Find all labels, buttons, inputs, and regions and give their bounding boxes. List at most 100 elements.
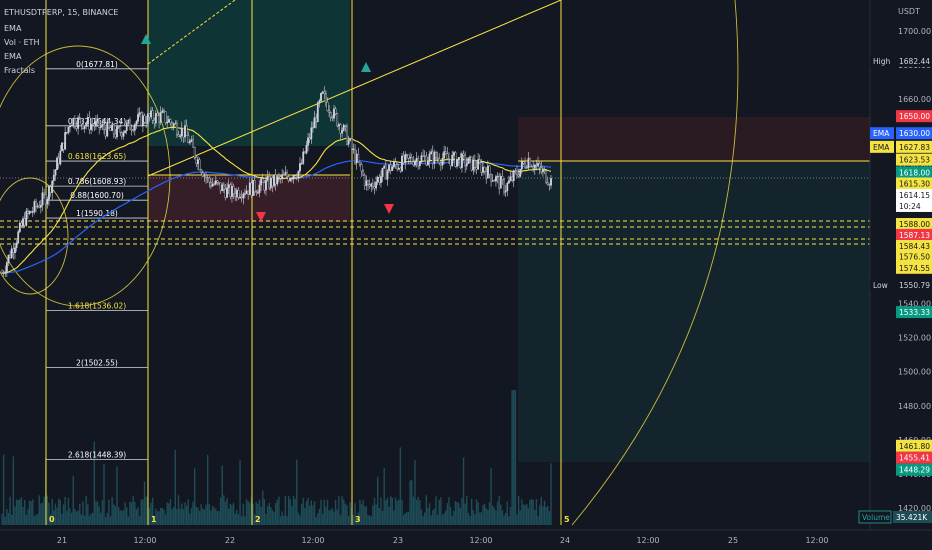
volume-bar <box>36 514 39 525</box>
volume-bar <box>206 454 209 525</box>
time-axis-panel[interactable] <box>0 530 870 550</box>
candle-body <box>163 110 165 112</box>
candle-body <box>193 147 196 158</box>
candle-body <box>43 192 46 195</box>
candle-body <box>286 172 288 177</box>
candle-body <box>161 110 164 113</box>
volume-bar <box>226 497 228 525</box>
candle-body <box>320 93 322 101</box>
candle-body <box>62 142 65 150</box>
candle-body <box>529 158 531 167</box>
volume-bar <box>234 513 236 525</box>
volume-bar <box>430 515 432 525</box>
candle-body <box>248 182 251 195</box>
fractal-up-marker-2[interactable] <box>361 62 371 72</box>
candle-body <box>407 154 410 159</box>
fractal-down-marker-1[interactable] <box>256 212 266 222</box>
candle-body <box>253 180 256 192</box>
candle-body <box>192 139 194 148</box>
wave-label-0[interactable]: 0 <box>49 515 55 524</box>
wave-label-5[interactable]: 5 <box>564 515 570 524</box>
volume-bar <box>315 516 317 525</box>
candle-body <box>20 222 23 227</box>
candle-body <box>226 187 229 198</box>
candle-body <box>397 167 400 170</box>
volume-bar <box>534 509 536 525</box>
fractal-up-marker-1[interactable] <box>141 34 151 44</box>
symbol-title[interactable]: ETHUSDTPERP, 15, BINANCE <box>4 8 118 17</box>
candle-body <box>404 154 407 164</box>
candle-body <box>344 124 347 127</box>
volume-bar <box>210 510 212 525</box>
profit-zone-2[interactable] <box>518 162 870 462</box>
candle-body <box>229 184 232 197</box>
volume-bar <box>137 507 139 525</box>
candle-body <box>98 118 101 128</box>
candle-body <box>99 126 102 128</box>
wave-labels: 0 1 2 3 5 <box>49 515 570 524</box>
candle-body <box>167 119 170 123</box>
volume-bar <box>67 497 70 525</box>
indicator-ema-1[interactable]: EMA <box>4 24 22 33</box>
loss-zone-1[interactable] <box>148 175 350 222</box>
candle-body <box>409 157 412 159</box>
volume-bar <box>548 511 551 525</box>
candle-body <box>221 184 224 192</box>
volume-bar <box>318 508 321 525</box>
fractal-down-marker-2[interactable] <box>384 204 394 214</box>
candle-body <box>537 163 539 166</box>
volume-bar <box>127 516 130 525</box>
fib-level-label: 0.88(1600.70) <box>70 191 124 200</box>
candle-body <box>9 254 11 258</box>
indicator-fractals[interactable]: Fractals <box>4 66 35 75</box>
candle-body <box>354 148 356 164</box>
volume-bar <box>190 507 193 525</box>
candle-body <box>227 184 230 189</box>
volume-bar <box>415 499 418 525</box>
volume-bar <box>171 509 173 525</box>
volume-bar <box>364 506 366 525</box>
volume-bar <box>2 454 5 525</box>
volume-bar <box>93 441 96 525</box>
volume-bar <box>341 496 343 525</box>
time-tick-label: 12:00 <box>805 536 828 545</box>
loss-zone-2[interactable] <box>518 117 870 162</box>
volume-bar <box>440 497 442 525</box>
candle-body <box>129 119 131 130</box>
candle-body <box>365 180 368 186</box>
profit-zone-1[interactable] <box>148 0 350 146</box>
candle-body <box>357 153 360 163</box>
candlesticks <box>1 86 552 277</box>
volume-bar <box>200 504 202 525</box>
candle-body <box>256 192 259 194</box>
wave-label-3[interactable]: 3 <box>355 515 361 524</box>
volume-bar <box>516 514 518 525</box>
volume-bar <box>441 515 444 525</box>
volume-bar <box>454 501 457 525</box>
volume-bar <box>330 509 332 525</box>
candle-body <box>371 183 374 187</box>
volume-bar <box>15 499 18 525</box>
volume-bar <box>51 499 53 525</box>
price-badge-value: 1650.00 <box>899 112 930 121</box>
candle-body <box>302 151 305 164</box>
candle-body <box>323 91 326 94</box>
candle-body <box>284 172 287 175</box>
volume-bar <box>396 500 398 525</box>
wave-label-1[interactable]: 1 <box>151 515 157 524</box>
candle-body <box>491 180 494 182</box>
indicator-vol[interactable]: Vol · ETH <box>4 38 40 47</box>
indicator-ema-2[interactable]: EMA <box>4 52 22 61</box>
candle-body <box>281 174 284 179</box>
candle-body <box>362 170 365 176</box>
volume-bar <box>12 456 15 525</box>
volume-bar <box>398 499 400 525</box>
price-badge-value: 1682.44 <box>899 57 930 66</box>
volume-bar <box>367 514 369 525</box>
volume-bar <box>294 498 296 525</box>
wave-label-2[interactable]: 2 <box>255 515 261 524</box>
candle-body <box>535 164 538 167</box>
candle-body <box>95 120 97 127</box>
volume-bar <box>467 512 470 525</box>
